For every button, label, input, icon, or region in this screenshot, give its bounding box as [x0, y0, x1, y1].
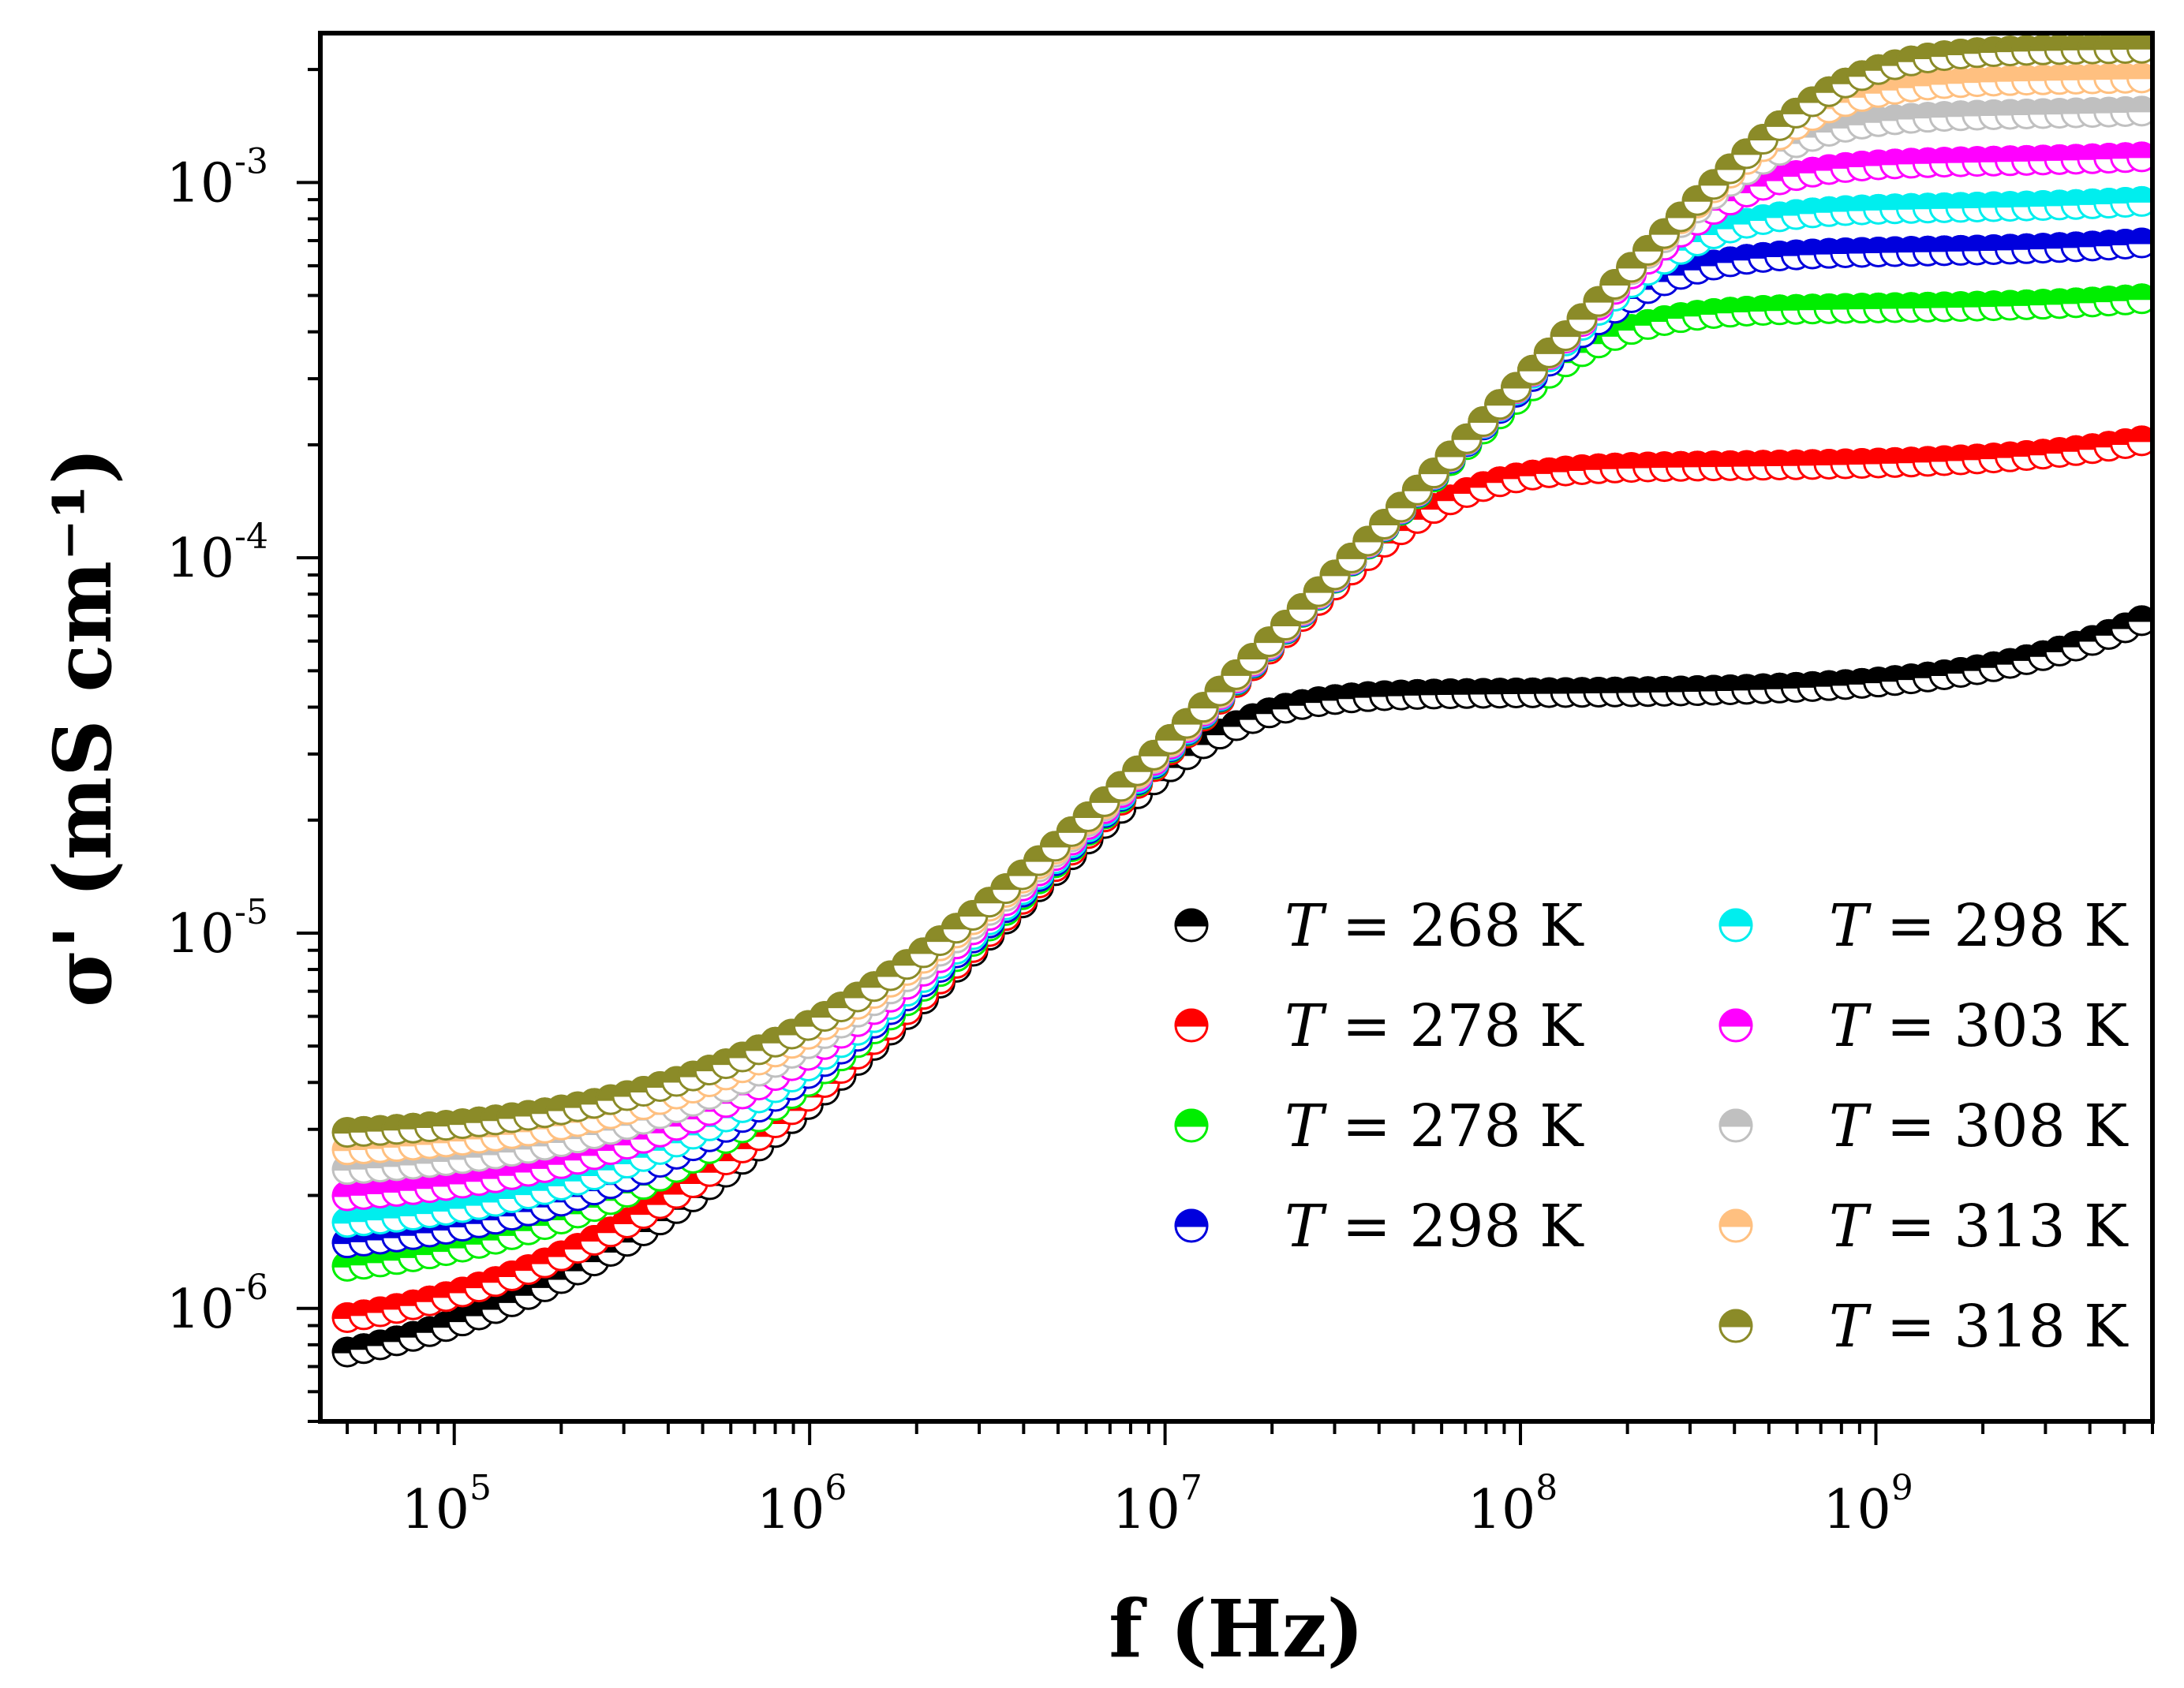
legend-label: T = 313 K [1829, 1193, 2129, 1260]
legend-label: T = 268 K [1285, 892, 1584, 960]
legend-marker [1174, 908, 1209, 943]
legend-label: T = 303 K [1829, 992, 2129, 1060]
legend-item: T = 298 K [1718, 892, 2129, 960]
legend-item: T = 318 K [1718, 1293, 2129, 1361]
data-point [2126, 141, 2152, 173]
legend-marker [1174, 1108, 1209, 1143]
plot-frame [318, 31, 2155, 1424]
legend-marker [1718, 908, 1753, 943]
x-tick-label: 108 [1468, 1468, 1558, 1541]
series-8 [331, 33, 2152, 1148]
x-tick-label: 107 [1112, 1468, 1202, 1541]
x-axis: 105 106 107 108 109 [346, 1421, 2154, 1541]
data-point [2126, 62, 2152, 94]
data-point [2126, 605, 2152, 637]
legend-item: T = 268 K [1174, 892, 1584, 960]
data-point [2126, 425, 2152, 457]
legend-item: T = 278 K [1174, 992, 1584, 1060]
legend-marker [1718, 1309, 1753, 1343]
y-axis: 10-6 10-5 10-4 10-3 [166, 68, 320, 1423]
legend-item: T = 308 K [1718, 1092, 2129, 1160]
data-point [2126, 227, 2152, 259]
legend-item: T = 298 K [1174, 1193, 1584, 1260]
legend-item: T = 278 K [1174, 1092, 1584, 1160]
x-tick-label: 109 [1823, 1468, 1913, 1541]
legend-label: T = 308 K [1829, 1092, 2129, 1160]
legend-label: T = 318 K [1829, 1293, 2129, 1361]
x-tick-label: 105 [401, 1468, 492, 1541]
legend-label: T = 278 K [1285, 992, 1584, 1060]
data-point [2126, 95, 2152, 127]
legend-marker [1174, 1208, 1209, 1243]
y-tick-label: 10-6 [166, 1268, 268, 1341]
y-axis-title: σ' (mS cm⁻¹) [36, 447, 129, 1007]
y-tick-label: 10-5 [166, 892, 268, 965]
legend-label: T = 298 K [1285, 1193, 1584, 1260]
y-tick-label: 10-3 [166, 141, 268, 215]
legend-label: T = 278 K [1285, 1092, 1584, 1160]
legend: T = 268 K T = 278 K T = 278 K T = 298 K T = … [1174, 892, 2129, 1361]
series-layer [331, 33, 2152, 1368]
y-tick-label: 10-4 [166, 517, 268, 590]
x-axis-title: f (Hz) [1109, 1582, 1364, 1675]
legend-marker [1718, 1208, 1753, 1243]
legend-item: T = 303 K [1718, 992, 2129, 1060]
legend-marker [1718, 1008, 1753, 1043]
legend-marker [1718, 1108, 1753, 1143]
legend-label: T = 298 K [1829, 892, 2129, 960]
data-point [2126, 185, 2152, 217]
legend-item: T = 313 K [1718, 1193, 2129, 1260]
x-tick-label: 106 [757, 1468, 847, 1541]
data-point [2126, 283, 2152, 315]
legend-marker [1174, 1008, 1209, 1043]
